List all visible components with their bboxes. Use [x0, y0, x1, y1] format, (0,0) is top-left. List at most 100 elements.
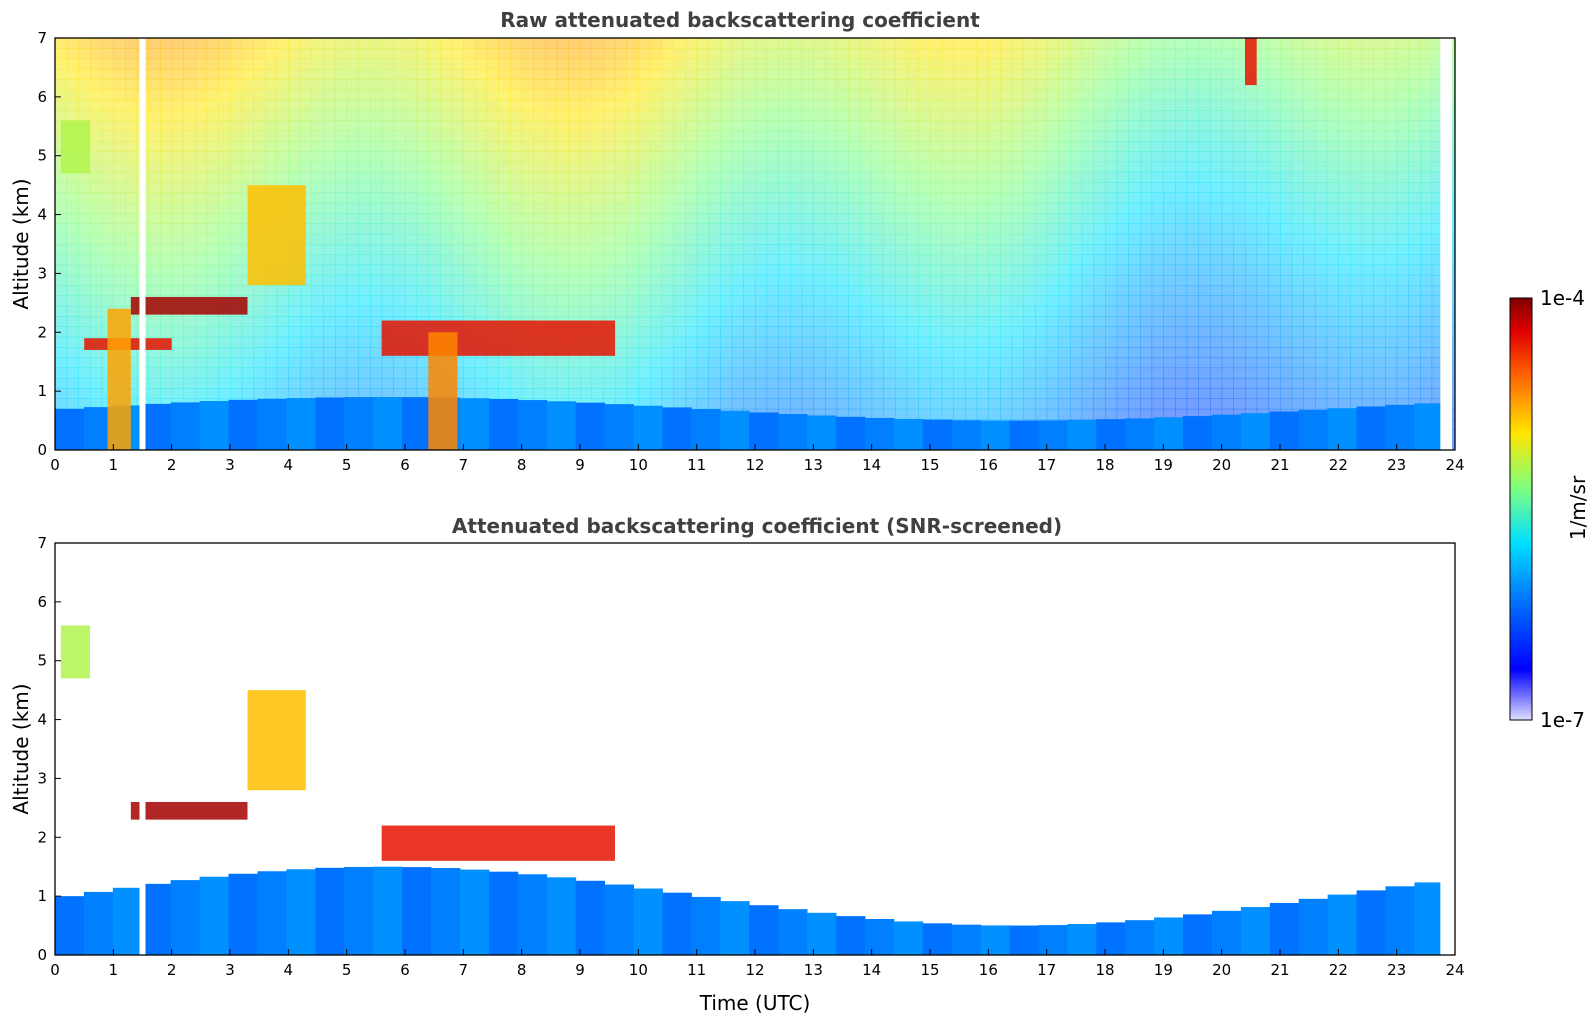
noise-cell [101, 182, 114, 193]
noise-cell [883, 110, 896, 121]
noise-cell [195, 99, 208, 111]
noise-cell [1058, 68, 1071, 80]
noise-cell [510, 58, 523, 70]
noise-cell [673, 68, 686, 80]
noise-cell [90, 254, 103, 266]
noise-cell [1431, 130, 1444, 142]
noise-cell [860, 192, 873, 204]
noise-cell [825, 233, 838, 245]
noise-cell [638, 274, 651, 286]
noise-cell [790, 223, 803, 235]
noise-cell [1210, 244, 1223, 255]
noise-cell [1023, 48, 1036, 60]
noise-cell [113, 89, 126, 101]
noise-cell [545, 192, 558, 204]
noise-cell [1396, 68, 1409, 80]
noise-cell [661, 326, 674, 338]
noise-cell [813, 295, 826, 307]
noise-cell [1163, 192, 1176, 204]
noise-cell [965, 182, 978, 193]
noise-cell [836, 182, 849, 193]
noise-cell [1256, 68, 1269, 80]
noise-cell [1105, 347, 1118, 358]
noise-cell [335, 264, 348, 276]
noise-cell [965, 398, 978, 410]
noise-cell [1093, 357, 1106, 369]
noise-cell [510, 264, 523, 276]
noise-cell [451, 233, 464, 245]
noise-cell [836, 326, 849, 338]
noise-cell [475, 223, 488, 235]
noise-cell [475, 192, 488, 204]
noise-cell [906, 58, 919, 70]
noise-cell [650, 48, 663, 60]
noise-cell [953, 182, 966, 193]
noise-cell [1175, 316, 1188, 327]
noise-cell [930, 254, 943, 266]
noise-cell [510, 285, 523, 296]
noise-cell [591, 264, 604, 276]
noise-cell [55, 233, 68, 245]
noise-cell [1198, 357, 1211, 369]
noise-cell [90, 357, 103, 369]
noise-cell [66, 316, 79, 327]
noise-cell [253, 285, 266, 296]
noise-cell [405, 264, 418, 276]
noise-cell [1035, 398, 1048, 410]
noise-cell [416, 233, 429, 245]
noise-cell [836, 254, 849, 266]
noise-cell [1186, 233, 1199, 245]
noise-cell [906, 38, 919, 49]
noise-cell [253, 367, 266, 379]
noise-cell [405, 388, 418, 399]
noise-cell [568, 244, 581, 255]
noise-cell [195, 151, 208, 163]
noise-cell [1233, 254, 1246, 266]
noise-cell [1326, 357, 1339, 369]
boundary-layer-cell [807, 415, 837, 450]
noise-cell [1081, 264, 1094, 276]
noise-cell [1303, 377, 1316, 389]
noise-cell [171, 254, 184, 266]
noise-cell [626, 295, 639, 307]
noise-cell [288, 110, 301, 121]
noise-cell [1105, 357, 1118, 369]
noise-cell [906, 68, 919, 80]
noise-cell [603, 79, 616, 90]
noise-cell [90, 120, 103, 132]
noise-cell [381, 264, 394, 276]
noise-cell [1105, 120, 1118, 132]
noise-cell [1303, 316, 1316, 327]
data-gap [1440, 38, 1452, 450]
noise-cell [696, 120, 709, 132]
noise-cell [731, 398, 744, 410]
noise-cell [381, 68, 394, 80]
noise-cell [1350, 377, 1363, 389]
noise-cell [720, 141, 733, 152]
noise-cell [370, 233, 383, 245]
noise-cell [276, 347, 289, 358]
noise-cell [836, 48, 849, 60]
noise-cell [1011, 295, 1024, 307]
noise-cell [615, 38, 628, 49]
noise-cell [1408, 202, 1421, 214]
noise-cell [556, 377, 569, 389]
noise-cell [405, 367, 418, 379]
noise-cell [90, 367, 103, 379]
noise-cell [1210, 38, 1223, 49]
noise-cell [1023, 367, 1036, 379]
noise-cell [416, 274, 429, 286]
noise-cell [1116, 110, 1129, 121]
noise-cell [556, 58, 569, 70]
noise-cell [603, 398, 616, 410]
noise-cell [1058, 264, 1071, 276]
noise-cell [603, 223, 616, 235]
y-tick-label: 3 [37, 264, 47, 282]
noise-cell [545, 38, 558, 49]
noise-cell [778, 161, 791, 173]
noise-cell [743, 347, 756, 358]
noise-cell [533, 357, 546, 369]
noise-cell [78, 264, 91, 276]
noise-cell [101, 141, 114, 152]
noise-cell [428, 244, 441, 255]
